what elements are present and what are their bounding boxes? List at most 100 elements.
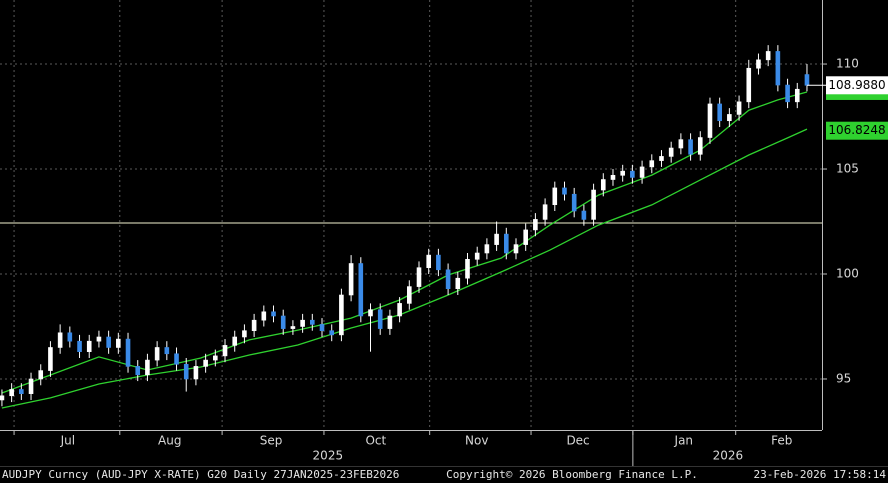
candle-body-up bbox=[145, 359, 150, 376]
candle-body-down bbox=[775, 51, 781, 86]
candle-body-up bbox=[38, 370, 44, 380]
candle-body-down bbox=[571, 193, 577, 212]
candle-body-up bbox=[28, 378, 34, 394]
candle-body-down bbox=[67, 332, 73, 342]
candle-body-up bbox=[610, 175, 616, 180]
candle-body-up bbox=[222, 345, 228, 357]
candle-body-down bbox=[174, 353, 179, 365]
candle-body-up bbox=[407, 286, 412, 304]
candle-body-up bbox=[727, 114, 732, 122]
candle-body-up bbox=[746, 67, 752, 103]
candle-body-up bbox=[86, 340, 92, 352]
candle-body-down bbox=[164, 347, 170, 355]
candle-body-up bbox=[154, 347, 160, 361]
candle-body-down bbox=[377, 309, 383, 329]
candle-body-up bbox=[0, 395, 5, 401]
ma-price-box bbox=[826, 121, 888, 140]
candle-body-up bbox=[213, 355, 218, 361]
candle-body-down bbox=[106, 336, 111, 348]
candle-body-down bbox=[125, 338, 131, 367]
y-tick-label: 100 bbox=[836, 266, 859, 280]
candle-body-up bbox=[193, 366, 199, 380]
x-tick-label: Oct bbox=[365, 434, 386, 448]
candle-body-up bbox=[474, 252, 480, 260]
candle-body-up bbox=[765, 51, 771, 61]
candle-body-down bbox=[329, 330, 335, 336]
candle-body-up bbox=[794, 88, 800, 103]
x-tick-label: Nov bbox=[465, 434, 488, 448]
candle-body-up bbox=[697, 137, 703, 155]
candle-body-down bbox=[319, 324, 325, 331]
candle-body-down bbox=[688, 139, 693, 155]
candle-body-down bbox=[630, 170, 635, 178]
copyright: Copyright© 2026 Bloomberg Finance L.P. bbox=[446, 468, 698, 481]
candle-body-down bbox=[310, 319, 315, 325]
x-tick-label: Jul bbox=[60, 434, 75, 448]
candle-body-down bbox=[562, 187, 567, 195]
candle-body-up bbox=[707, 103, 713, 138]
candle-body-down bbox=[581, 210, 587, 220]
candle-body-up bbox=[116, 338, 121, 348]
y-tick-label: 110 bbox=[836, 57, 859, 71]
candle-body-up bbox=[639, 166, 645, 178]
candle-body-up bbox=[678, 139, 684, 149]
candle-body-up bbox=[242, 330, 247, 338]
candle-body-down bbox=[358, 263, 364, 317]
candle-body-up bbox=[668, 147, 674, 157]
x-tick-label: Jan bbox=[674, 434, 694, 448]
candle-body-up bbox=[620, 170, 625, 176]
candle-body-down bbox=[280, 315, 286, 329]
moving-average-line bbox=[1, 128, 808, 409]
candle-body-down bbox=[19, 389, 24, 394]
candle-body-down bbox=[77, 340, 82, 352]
candle-body-up bbox=[591, 189, 596, 220]
y-tick-label: 95 bbox=[836, 371, 851, 385]
candle-body-up bbox=[465, 259, 470, 279]
candle-body-up bbox=[261, 311, 267, 321]
candle-body-up bbox=[533, 219, 538, 231]
candle-body-up bbox=[513, 244, 519, 254]
candle-body-down bbox=[445, 269, 451, 289]
candle-body-down bbox=[135, 366, 141, 376]
candle-body-up bbox=[48, 347, 53, 371]
candle-body-up bbox=[523, 229, 528, 245]
last-price-box bbox=[826, 76, 888, 95]
candle-body-up bbox=[397, 303, 402, 317]
candle-body-up bbox=[57, 332, 63, 348]
candle-body-up bbox=[251, 319, 257, 331]
y-tick-label: 105 bbox=[836, 162, 859, 176]
candle-body-down bbox=[183, 363, 189, 380]
year-label: 2026 bbox=[713, 449, 744, 463]
candle-body-down bbox=[271, 311, 276, 317]
x-tick-label: Dec bbox=[566, 434, 589, 448]
candle-body-down bbox=[503, 233, 509, 254]
x-tick-label: Feb bbox=[771, 434, 792, 448]
candle-body-up bbox=[203, 359, 208, 367]
candle-body-up bbox=[348, 263, 354, 296]
x-tick-label: Aug bbox=[158, 434, 181, 448]
candle-body-up bbox=[96, 336, 102, 342]
candle-body-up bbox=[659, 156, 664, 161]
candle-body-up bbox=[368, 309, 373, 317]
candle-body-up bbox=[232, 336, 238, 346]
candle-body-up bbox=[290, 326, 296, 329]
candle-body-up bbox=[455, 277, 461, 289]
candle-body-up bbox=[600, 179, 606, 191]
x-tick-label: Sep bbox=[260, 434, 283, 448]
candle-body-up bbox=[484, 244, 490, 254]
candle-body-up bbox=[542, 204, 548, 220]
candle-body-down bbox=[717, 103, 722, 122]
candle-body-down bbox=[785, 84, 790, 103]
year-label: 2025 bbox=[313, 449, 344, 463]
candle-body-up bbox=[756, 59, 761, 69]
candle-body-up bbox=[300, 319, 305, 327]
candle-body-up bbox=[416, 267, 422, 287]
candle-body-down bbox=[436, 254, 441, 271]
security-label: AUDJPY Curncy (AUD-JPY X-RATE) G20 Daily… bbox=[2, 468, 399, 481]
candle-body-down bbox=[804, 74, 810, 86]
candle-body-up bbox=[426, 254, 432, 269]
candle-body-up bbox=[649, 160, 655, 168]
ma-price-label: 106.8248 bbox=[828, 123, 885, 137]
